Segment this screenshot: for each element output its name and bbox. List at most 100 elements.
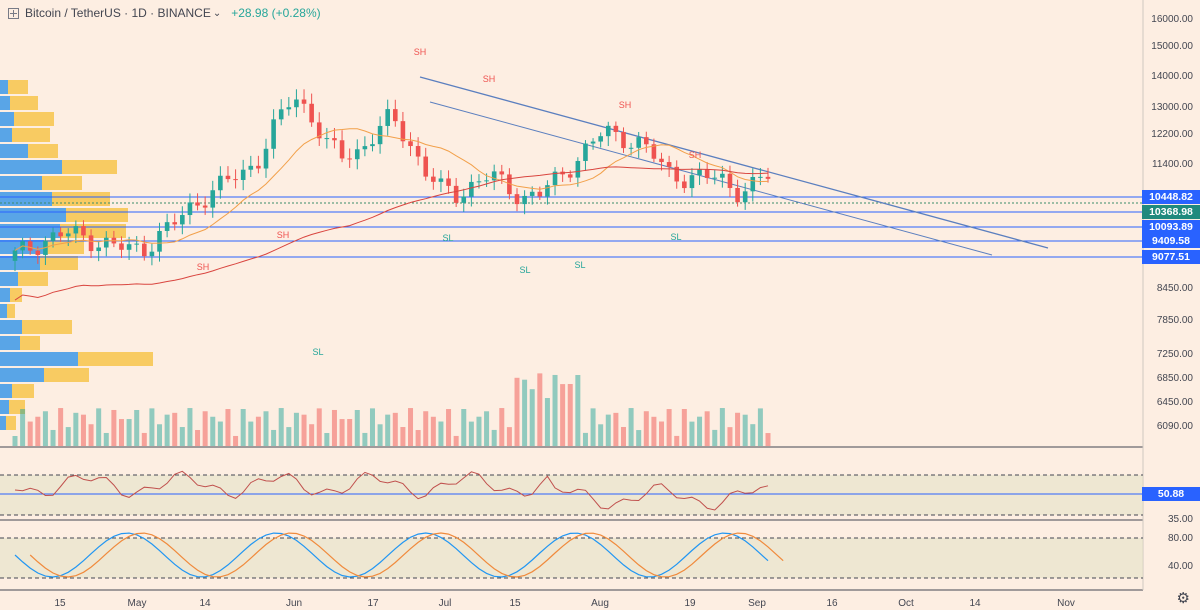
candle-body (408, 141, 413, 147)
candle-body (431, 176, 436, 182)
volume-profile-bar (12, 384, 34, 398)
volume-profile-bar (10, 96, 38, 110)
candle-body (484, 180, 489, 182)
candle-body (415, 146, 421, 157)
volume-profile-bar (66, 208, 128, 222)
symbol-title[interactable]: Bitcoin / TetherUS · 1D · BINANCE (25, 6, 211, 20)
candle-body (461, 196, 467, 203)
volume-bar (385, 414, 391, 446)
volume-bar (529, 389, 535, 446)
plus-square-icon[interactable] (8, 7, 19, 19)
time-axis-label: 14 (199, 598, 211, 609)
candle-body (758, 176, 763, 178)
price-axis-label: 15000.00 (1151, 41, 1193, 52)
candle-body (491, 171, 497, 181)
volume-bar (651, 416, 657, 446)
volume-bar (172, 412, 178, 446)
price-level-label: 10448.82 (1142, 190, 1200, 204)
swing-low-label: SL (312, 347, 323, 357)
candle-body (385, 109, 390, 126)
candle-body (765, 176, 771, 179)
time-axis-label: Nov (1057, 598, 1075, 609)
volume-bar (537, 373, 543, 446)
volume-bar (248, 421, 254, 446)
volume-bar (20, 409, 26, 446)
volume-bar (202, 411, 208, 446)
volume-profile-bar (18, 272, 48, 286)
volume-bar (141, 432, 147, 446)
volume-profile-bar (12, 128, 50, 142)
volume-bar (468, 421, 474, 446)
volume-bar (377, 424, 383, 446)
volume-bar (27, 421, 33, 446)
candle-body (35, 250, 41, 255)
volume-bar (369, 408, 375, 446)
candle-body (712, 177, 718, 179)
price-axis-label: 14000.00 (1151, 71, 1193, 82)
gear-icon[interactable]: ⚙ (1176, 590, 1190, 607)
volume-bar (697, 416, 703, 446)
volume-profile-bar (0, 384, 12, 398)
volume-bar (750, 424, 756, 446)
candle-body (400, 121, 406, 142)
candle-body (172, 222, 178, 225)
candle-body (294, 99, 299, 108)
volume-bar (339, 419, 345, 446)
swing-high-label: SH (483, 74, 496, 84)
candle-body (96, 247, 101, 252)
volume-bar (103, 432, 109, 446)
volume-profile-bar (0, 80, 8, 94)
volume-bar (742, 414, 748, 446)
volume-bar (605, 414, 611, 446)
candle-body (598, 136, 603, 142)
volume-bar (514, 377, 520, 446)
volume-bar (347, 419, 353, 446)
volume-bar (309, 424, 315, 446)
volume-profile-bar (28, 144, 58, 158)
candle-body (256, 165, 261, 169)
candle-body (309, 103, 314, 123)
candle-body (347, 158, 352, 160)
volume-profile-bar (0, 400, 9, 414)
volume-bar (126, 419, 132, 446)
volume-bar (187, 408, 193, 446)
candle-body (157, 230, 162, 252)
candle-body (537, 191, 543, 197)
swing-low-label: SL (442, 233, 453, 243)
rsi-line (14, 470, 769, 511)
candle-body (58, 232, 63, 237)
candle-body (621, 131, 626, 149)
volume-bar (552, 374, 558, 446)
chart-header: Bitcoin / TetherUS · 1D · BINANCE ⌄ +28.… (0, 0, 321, 26)
volume-bar (400, 427, 406, 446)
volume-bar (446, 409, 452, 446)
candle-body (301, 99, 307, 104)
candle-body (180, 215, 185, 225)
candle-body (126, 244, 132, 250)
volume-bar (636, 430, 642, 446)
stoch-band (0, 538, 1143, 578)
volume-bar (666, 409, 672, 446)
candle-body (644, 137, 649, 145)
stoch-axis-label: 80.00 (1168, 533, 1193, 544)
candle-body (750, 176, 756, 192)
chevron-down-icon[interactable]: ⌄ (212, 7, 222, 19)
candle-body (149, 251, 155, 257)
volume-bar (80, 414, 86, 446)
volume-bar (613, 412, 619, 446)
price-level-label: 9077.51 (1142, 250, 1200, 264)
candle-body (316, 122, 322, 139)
volume-profile-bar (8, 80, 28, 94)
candle-body (529, 191, 535, 196)
volume-bar (12, 436, 18, 446)
volume-profile-bar (0, 368, 44, 382)
time-axis-label: Oct (898, 598, 914, 609)
swing-high-label: SH (277, 230, 290, 240)
candle-body (202, 205, 208, 208)
price-level-label: 9409.58 (1142, 234, 1200, 248)
volume-profile-bar (78, 352, 153, 366)
candle-body (590, 141, 596, 144)
volume-profile-bar (0, 128, 12, 142)
volume-bar (240, 409, 246, 446)
